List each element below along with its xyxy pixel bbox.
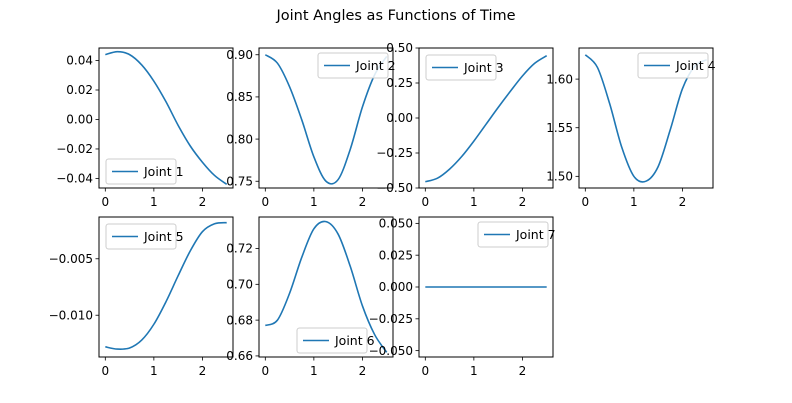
x-tick-label: 0 (421, 195, 429, 209)
y-tick-label: 0.90 (226, 48, 253, 62)
x-tick-label: 2 (679, 195, 687, 209)
y-tick-label: 0.50 (386, 41, 413, 55)
subplot-6: 0 1 2 0.72 0.70 0.68 0.66 Joint 6 (226, 216, 394, 378)
y-tick-label: −0.025 (369, 312, 413, 326)
x-tick-label: 2 (519, 364, 527, 378)
legend-box (477, 221, 549, 248)
x-tick-label: 2 (359, 364, 367, 378)
legend: Joint 3 (425, 54, 504, 81)
subplot-7: 0 1 2 0.050 0.025 0.000 −0.025 −0.050 Joint 7 (369, 216, 556, 378)
y-tick-label: 1.55 (546, 121, 573, 135)
x-tick-label: 0 (421, 364, 429, 378)
series-line (264, 220, 388, 353)
x-tick-label: 0 (101, 195, 109, 209)
legend-label: Joint 4 (675, 58, 716, 73)
y-tick-label: −0.005 (49, 252, 93, 266)
y-tick-label: −0.050 (369, 344, 413, 358)
x-tick-label: 1 (150, 195, 158, 209)
legend-box (105, 158, 177, 185)
subplot-1: 0 1 2 0.04 0.02 0.00 −0.02 −0.04 Joint 1 (56, 47, 234, 209)
y-tick-label: −0.04 (56, 172, 93, 186)
legend: Joint 2 (317, 52, 396, 79)
x-tick-label: 2 (199, 364, 207, 378)
y-tick-label: 0.04 (66, 54, 93, 68)
legend: Joint 7 (477, 221, 556, 248)
x-tick-label: 1 (310, 364, 318, 378)
y-tick-label: 0.00 (66, 113, 93, 127)
legend: Joint 1 (105, 158, 184, 185)
legend-box (317, 52, 389, 79)
y-tick-label: 0.80 (226, 132, 253, 146)
series-line (105, 221, 227, 351)
x-tick-label: 1 (150, 364, 158, 378)
legend-box (105, 223, 177, 250)
y-tick-label: 0.025 (379, 248, 413, 262)
subplot-2: 0 1 2 0.90 0.85 0.80 0.75 Joint 2 (226, 47, 396, 209)
y-tick-label: 0.000 (379, 280, 413, 294)
y-tick-label: 1.50 (546, 170, 573, 184)
series-line (584, 54, 708, 183)
x-tick-label: 2 (359, 195, 367, 209)
legend-label: Joint 3 (463, 60, 504, 75)
y-tick-label: 1.60 (546, 72, 573, 86)
figure-title: Joint Angles as Functions of Time (275, 8, 515, 24)
x-tick-label: 0 (581, 195, 589, 209)
series-line (264, 54, 388, 185)
legend: Joint 6 (296, 327, 375, 354)
legend-label: Joint 6 (334, 333, 375, 348)
y-tick-label: −0.50 (376, 181, 413, 195)
subplot-5: 0 1 2 −0.005 −0.010 Joint 5 (49, 216, 234, 378)
y-tick-label: 0.72 (226, 242, 253, 256)
legend-label: Joint 5 (143, 229, 184, 244)
y-tick-label: 0.02 (66, 83, 93, 97)
legend: Joint 5 (105, 223, 184, 250)
series-line (105, 50, 228, 185)
y-tick-label: 0.050 (379, 217, 413, 231)
legend-label: Joint 7 (515, 227, 556, 242)
x-tick-label: 0 (261, 195, 269, 209)
legend: Joint 4 (637, 52, 716, 79)
x-tick-label: 0 (261, 364, 269, 378)
x-tick-label: 1 (470, 364, 478, 378)
x-tick-label: 0 (101, 364, 109, 378)
x-tick-label: 1 (310, 195, 318, 209)
y-tick-label: 0.25 (386, 76, 413, 90)
y-tick-label: −0.25 (376, 146, 413, 160)
y-tick-label: 0.66 (226, 349, 253, 363)
legend-label: Joint 1 (143, 164, 184, 179)
x-tick-label: 2 (519, 195, 527, 209)
y-tick-label: 0.00 (386, 111, 413, 125)
subplot-3: 0 1 2 0.50 0.25 0.00 −0.25 −0.50 Joint 3 (376, 41, 554, 209)
legend-box (296, 327, 368, 354)
legend-label: Joint 2 (355, 58, 396, 73)
x-tick-label: 1 (630, 195, 638, 209)
x-tick-label: 1 (470, 195, 478, 209)
legend-box (637, 52, 709, 79)
y-tick-label: −0.02 (56, 142, 93, 156)
series-line (425, 55, 548, 183)
y-tick-label: −0.010 (49, 308, 93, 322)
y-tick-label: 0.70 (226, 278, 253, 292)
y-tick-label: 0.68 (226, 313, 253, 327)
subplot-4: 0 1 2 1.60 1.55 1.50 Joint 4 (546, 47, 716, 209)
legend-box (425, 54, 497, 81)
x-tick-label: 2 (199, 195, 207, 209)
y-tick-label: 0.85 (226, 90, 253, 104)
y-tick-label: 0.75 (226, 174, 253, 188)
